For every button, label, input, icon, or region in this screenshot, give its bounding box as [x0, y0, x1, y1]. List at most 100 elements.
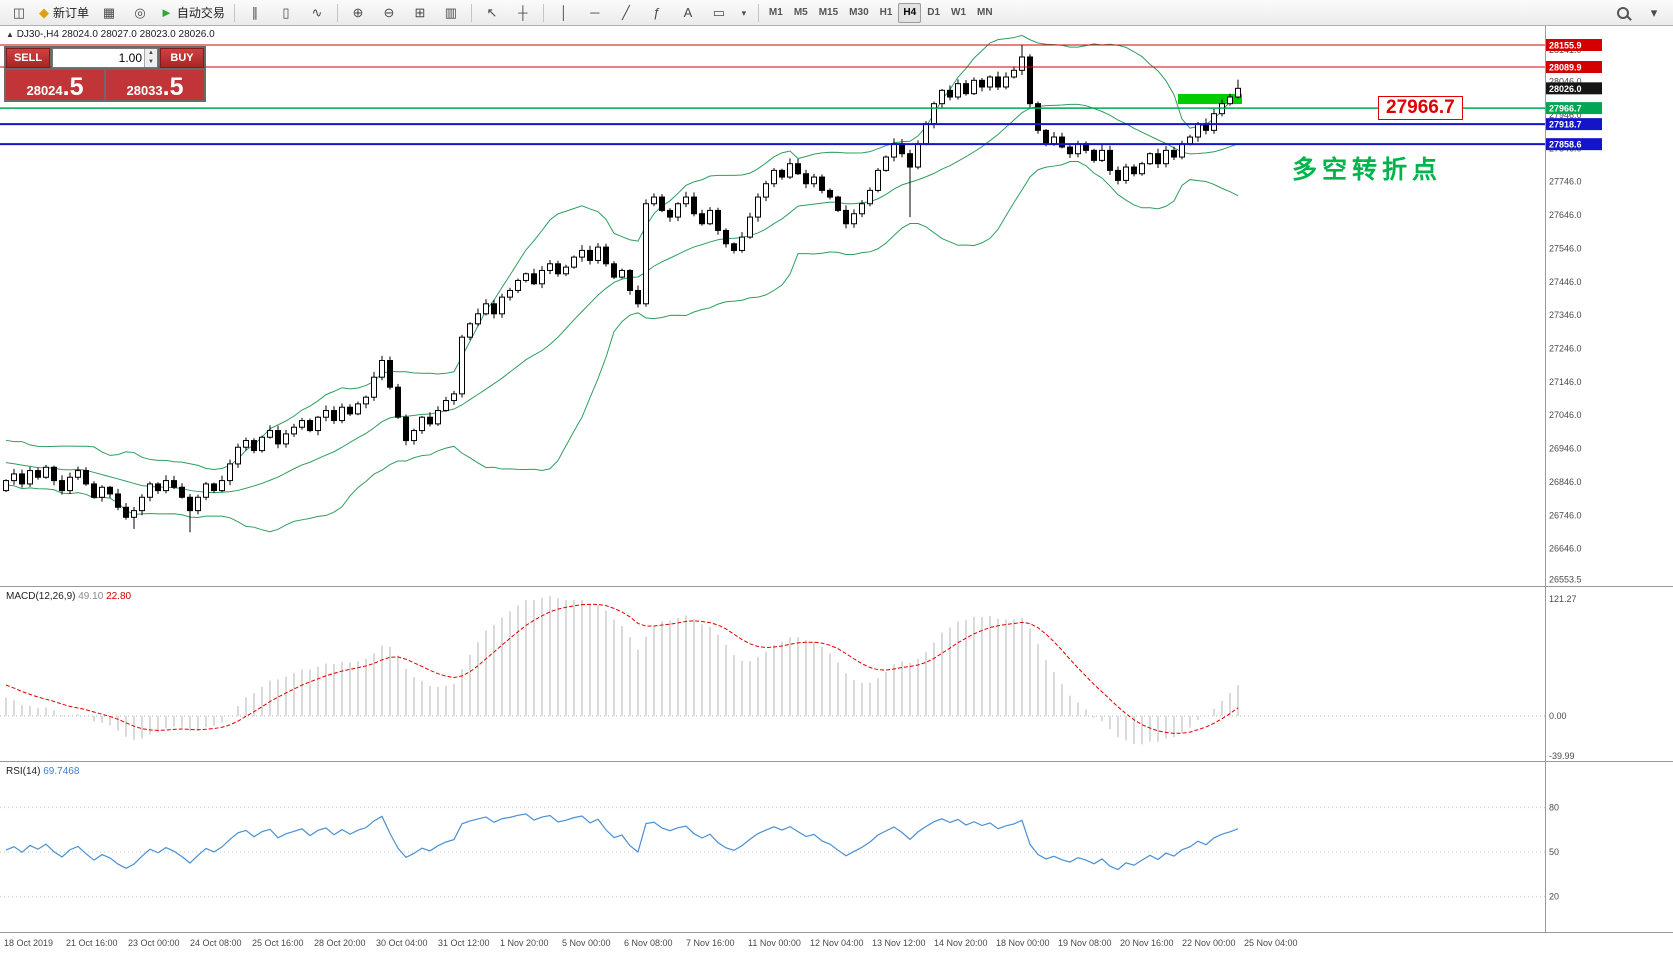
- horizontal-line-icon: ─: [590, 4, 600, 20]
- new-order-button-label: 新订单: [53, 6, 90, 20]
- svg-text:30 Oct 04:00: 30 Oct 04:00: [376, 938, 428, 948]
- sell-price-main: 28024: [26, 83, 63, 98]
- svg-text:50: 50: [1549, 847, 1559, 857]
- svg-text:13 Nov 12:00: 13 Nov 12:00: [872, 938, 926, 948]
- cursor-icon: ↖: [486, 4, 498, 20]
- timeframe-mn-button[interactable]: MN: [977, 7, 993, 18]
- tile-windows-button[interactable]: ⊞: [405, 2, 435, 24]
- collapse-panel-icon[interactable]: ▲: [6, 30, 14, 39]
- svg-text:-39.99: -39.99: [1549, 751, 1575, 761]
- svg-text:5 Nov 00:00: 5 Nov 00:00: [562, 938, 611, 948]
- volume-field[interactable]: 1.00 ▲ ▼: [52, 48, 158, 68]
- buy-button[interactable]: BUY: [160, 48, 204, 68]
- label-button[interactable]: ▭: [704, 2, 734, 24]
- horizontal-line-button[interactable]: ─: [580, 2, 610, 24]
- sell-button[interactable]: SELL: [6, 48, 50, 68]
- text-button[interactable]: A: [673, 2, 703, 24]
- svg-text:21 Oct 16:00: 21 Oct 16:00: [66, 938, 118, 948]
- shapes-dropdown[interactable]: ▾: [735, 2, 753, 24]
- more-button[interactable]: ▾: [1639, 2, 1669, 24]
- trendline-icon: ╱: [621, 4, 630, 20]
- rsi-indicator-label: RSI(14) 69.7468: [6, 766, 80, 777]
- indicators-icon: ▥: [444, 4, 458, 20]
- fibonacci-button[interactable]: ƒ: [642, 2, 672, 24]
- timeframe-h1-button[interactable]: H1: [879, 7, 893, 18]
- panel-frame: [0, 26, 1673, 933]
- timeframe-m5-button[interactable]: M5: [793, 7, 808, 18]
- horizontal-lines: [0, 44, 1545, 146]
- volume-decrease-button[interactable]: ▼: [145, 58, 157, 67]
- timeframe-d1-button[interactable]: D1: [927, 7, 941, 18]
- svg-text:19 Nov 08:00: 19 Nov 08:00: [1058, 938, 1112, 948]
- new-chart-icon: ◫: [12, 4, 26, 20]
- svg-text:0.00: 0.00: [1549, 711, 1567, 721]
- volume-increase-button[interactable]: ▲: [145, 49, 157, 58]
- toolbar-separator: [470, 3, 472, 22]
- svg-text:26646.0: 26646.0: [1549, 544, 1582, 554]
- crosshair-button[interactable]: ┼: [508, 2, 538, 24]
- new-order-icon: ◆: [39, 4, 49, 20]
- buy-price[interactable]: 28033.5: [106, 70, 204, 100]
- price-callout-label[interactable]: 27966.7: [1378, 96, 1463, 120]
- price-axis: 28141.028046.027946.027846.027746.027646…: [1546, 39, 1602, 584]
- svg-text:23 Oct 00:00: 23 Oct 00:00: [128, 938, 180, 948]
- trendline-button[interactable]: ╱: [611, 2, 641, 24]
- turning-point-annotation[interactable]: 多空转折点: [1292, 156, 1443, 184]
- vertical-line-button[interactable]: │: [549, 2, 579, 24]
- timeframe-m1-button[interactable]: M1: [768, 7, 783, 18]
- autotrading-button-label: 自动交易: [176, 6, 225, 20]
- cursor-button[interactable]: ↖: [477, 2, 507, 24]
- svg-text:27546.0: 27546.0: [1549, 243, 1582, 253]
- svg-text:27918.7: 27918.7: [1549, 120, 1582, 130]
- svg-text:25 Oct 16:00: 25 Oct 16:00: [252, 938, 304, 948]
- svg-text:27346.0: 27346.0: [1549, 310, 1582, 320]
- bar-chart-button[interactable]: ∥: [240, 2, 270, 24]
- line-chart-button[interactable]: ∿: [302, 2, 332, 24]
- bollinger-bands: [5, 34, 1239, 533]
- candle-chart-button[interactable]: ▯: [271, 2, 301, 24]
- macd-signal-value: 22.80: [106, 591, 132, 602]
- search-button[interactable]: [1608, 2, 1638, 24]
- indicators-button[interactable]: ▥: [436, 2, 466, 24]
- svg-text:28026.0: 28026.0: [1549, 84, 1582, 94]
- rsi-value: 69.7468: [43, 766, 80, 777]
- svg-text:18 Oct 2019: 18 Oct 2019: [4, 938, 53, 948]
- svg-text:1 Nov 20:00: 1 Nov 20:00: [500, 938, 549, 948]
- timeframe-m30-button[interactable]: M30: [849, 7, 869, 18]
- timeframe-h4-button[interactable]: H4: [898, 2, 922, 23]
- toolbar-separator: [233, 3, 235, 22]
- sell-price[interactable]: 28024.5: [6, 70, 104, 100]
- svg-text:27946.0: 27946.0: [1549, 110, 1582, 120]
- candle-chart-icon: ▯: [282, 4, 290, 20]
- new-order-button[interactable]: ◆ 新订单: [35, 2, 93, 24]
- toolbar-separator: [757, 3, 759, 22]
- toolbar-separator: [336, 3, 338, 22]
- svg-text:26553.5: 26553.5: [1549, 574, 1582, 584]
- market-watch-button[interactable]: ▦: [94, 2, 124, 24]
- buy-price-frac: .5: [162, 73, 184, 101]
- chart-canvas[interactable]: 28141.028046.027946.027846.027746.027646…: [0, 26, 1673, 953]
- label-icon: ▭: [712, 4, 726, 20]
- new-chart-button[interactable]: ◫: [4, 2, 34, 24]
- svg-text:28 Oct 20:00: 28 Oct 20:00: [314, 938, 366, 948]
- line-chart-icon: ∿: [311, 4, 323, 20]
- data-window-button[interactable]: ◎: [125, 2, 155, 24]
- more-icon: ▾: [1650, 4, 1658, 20]
- timeframe-w1-button[interactable]: W1: [951, 7, 967, 18]
- svg-text:28046.0: 28046.0: [1549, 77, 1582, 87]
- green-highlight-box[interactable]: [1178, 94, 1242, 105]
- timeframe-m15-button[interactable]: M15: [818, 7, 839, 18]
- svg-text:27646.0: 27646.0: [1549, 210, 1582, 220]
- shapes-icon: ▾: [741, 7, 747, 18]
- svg-text:27858.6: 27858.6: [1549, 140, 1582, 150]
- sell-price-frac: .5: [62, 73, 84, 101]
- svg-text:14 Nov 20:00: 14 Nov 20:00: [934, 938, 988, 948]
- zoom-in-button[interactable]: ⊕: [343, 2, 373, 24]
- svg-text:26946.0: 26946.0: [1549, 444, 1582, 454]
- one-click-trading-panel: SELL 1.00 ▲ ▼ BUY 28024.5 28033.5: [4, 46, 206, 102]
- text-icon: A: [683, 4, 693, 20]
- ohlc-values: 28024.0 28027.0 28023.0 28026.0: [61, 29, 215, 40]
- autotrading-button[interactable]: ► 自动交易: [156, 2, 229, 24]
- zoom-out-button[interactable]: ⊖: [374, 2, 404, 24]
- macd-main-value: 49.10: [78, 591, 104, 602]
